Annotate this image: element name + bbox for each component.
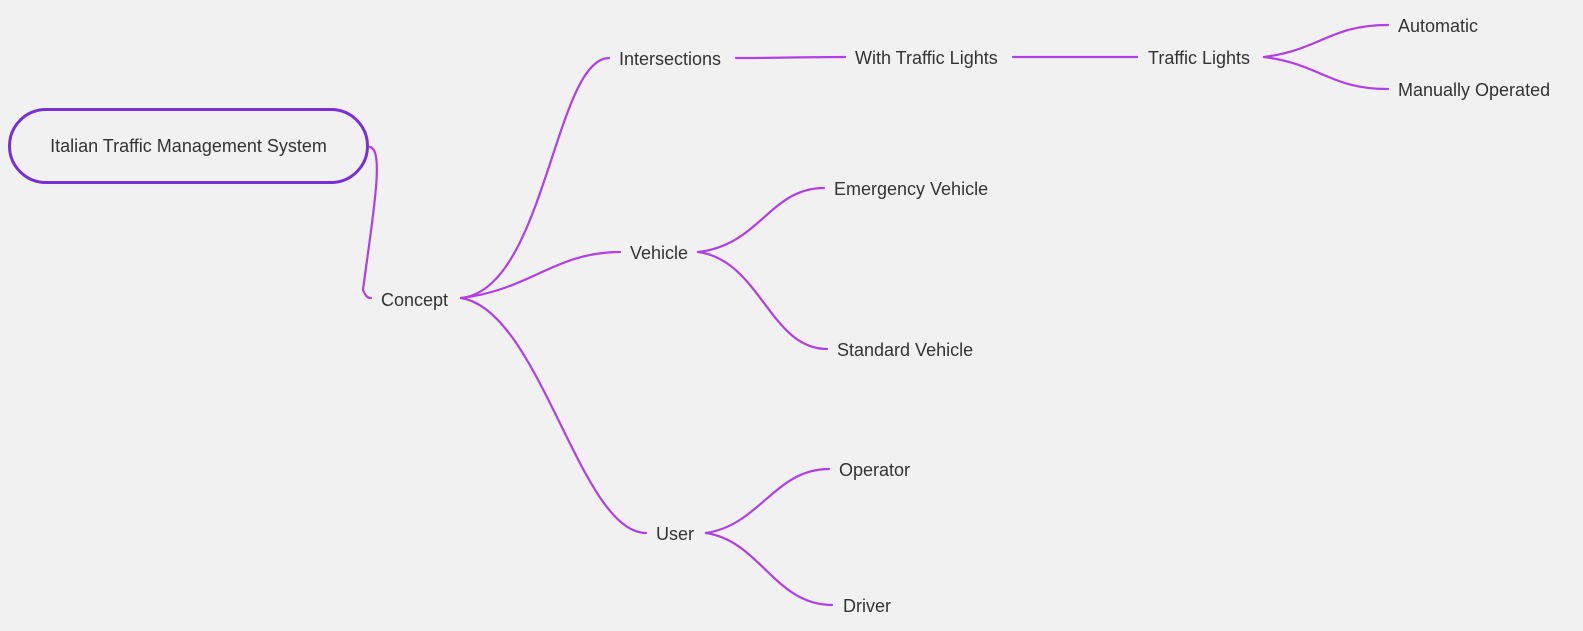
link-user-driver — [704, 531, 834, 607]
node-automatic[interactable]: Automatic — [1398, 16, 1479, 36]
node-concept[interactable]: Concept — [381, 290, 449, 310]
node-intersections[interactable]: Intersections — [619, 49, 722, 69]
node-manually-operated[interactable]: Manually Operated — [1398, 80, 1551, 100]
root-node[interactable]: Italian Traffic Management System — [8, 108, 369, 184]
link-trafficlights-automatic — [1262, 23, 1390, 59]
node-standard-vehicle[interactable]: Standard Vehicle — [837, 340, 974, 360]
link-root-concept — [361, 145, 378, 300]
node-operator[interactable]: Operator — [839, 460, 911, 480]
link-trafficlights-manually — [1262, 55, 1390, 91]
node-user[interactable]: User — [656, 524, 695, 544]
node-traffic-lights[interactable]: Traffic Lights — [1148, 48, 1251, 68]
link-vehicle-standard — [696, 250, 829, 351]
link-concept-intersections — [459, 56, 611, 300]
link-concept-user — [459, 296, 648, 535]
node-driver[interactable]: Driver — [843, 596, 891, 616]
node-vehicle[interactable]: Vehicle — [630, 243, 689, 263]
node-emergency-vehicle[interactable]: Emergency Vehicle — [834, 179, 989, 199]
link-vehicle-emergency — [696, 186, 826, 254]
link-user-operator — [704, 467, 831, 535]
link-intersections-withtrafficlights — [734, 55, 847, 60]
link-concept-vehicle — [459, 250, 622, 300]
root-node-label: Italian Traffic Management System — [50, 135, 327, 156]
node-with-traffic-lights[interactable]: With Traffic Lights — [855, 48, 998, 68]
